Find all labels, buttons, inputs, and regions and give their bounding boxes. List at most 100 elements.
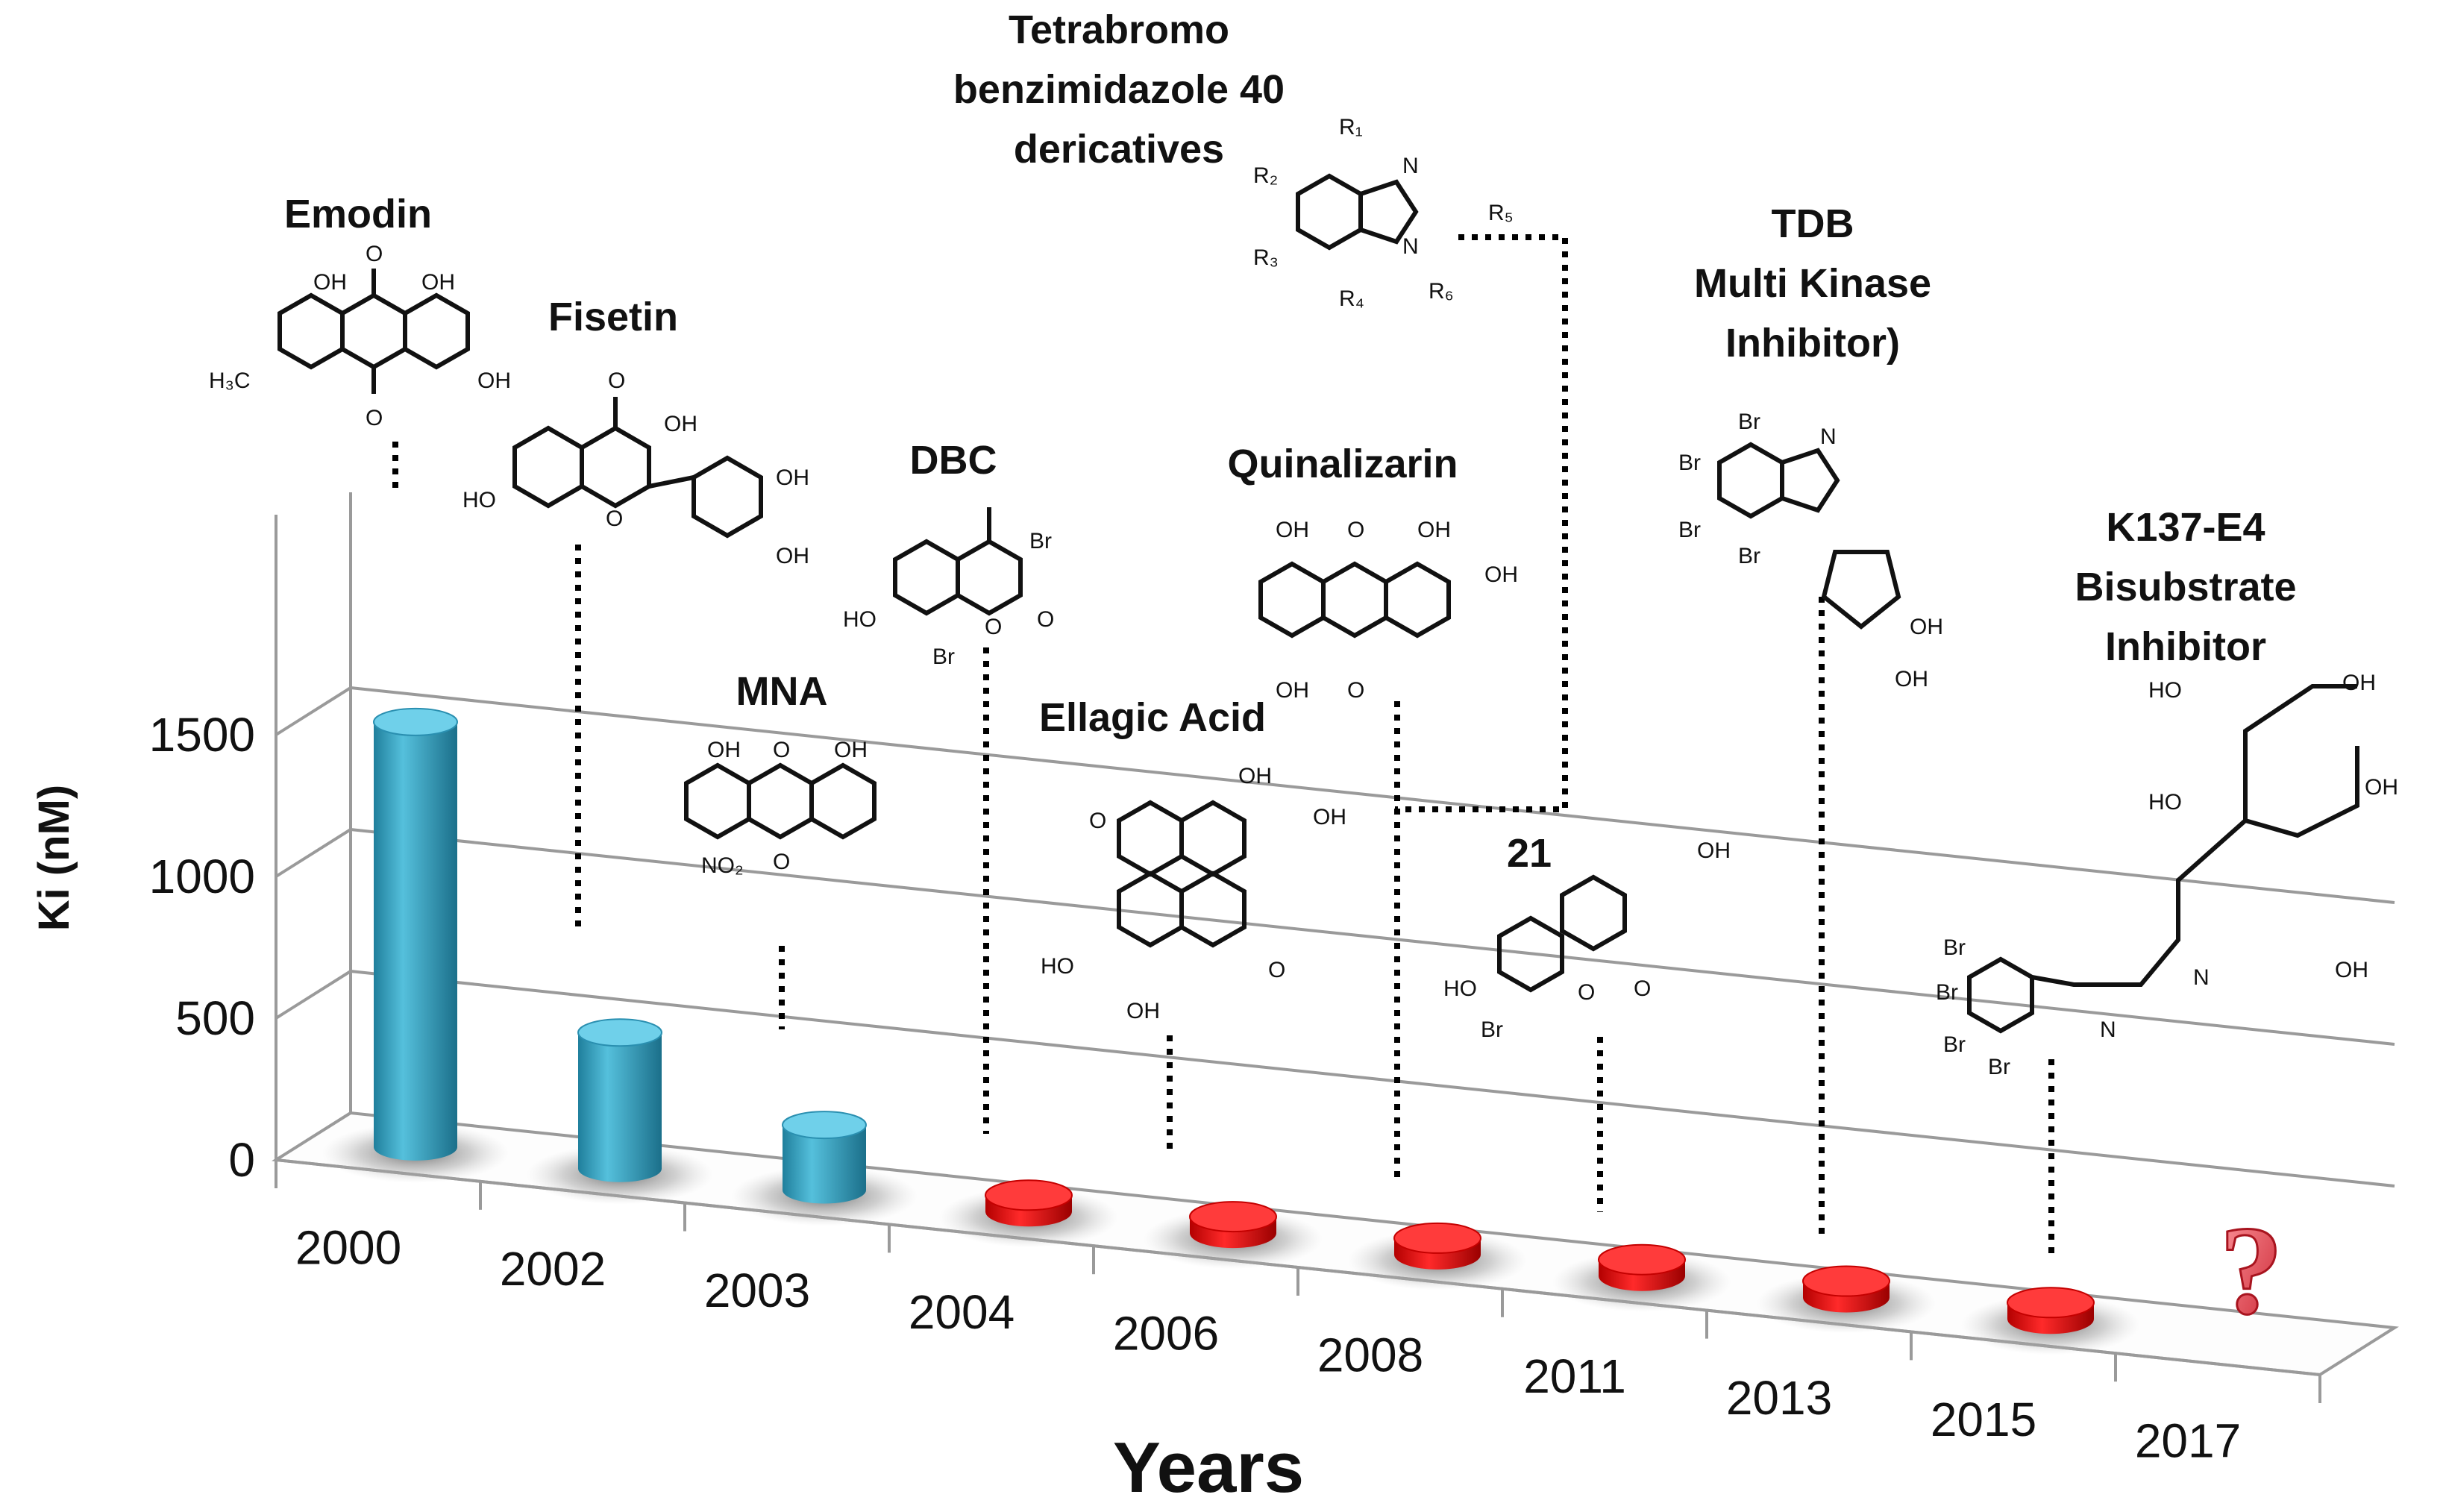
svg-text:OH: OH xyxy=(1313,805,1346,829)
svg-text:OH: OH xyxy=(1697,838,1731,863)
svg-text:Br: Br xyxy=(1738,544,1760,568)
svg-text:OH: OH xyxy=(2365,775,2398,800)
bar-body xyxy=(783,1125,866,1204)
svg-text:Br: Br xyxy=(1678,451,1701,475)
svg-text:Br: Br xyxy=(1678,518,1701,542)
x-tick-labels: 2000 2002 2003 2004 2006 2008 2011 2013 2015 2017 xyxy=(295,1220,2241,1467)
bar-2006 xyxy=(1189,1201,1277,1249)
svg-text:R₅: R₅ xyxy=(1488,201,1514,225)
gridline-depth xyxy=(275,970,352,1020)
svg-text:OH: OH xyxy=(1417,518,1451,542)
svg-text:Br: Br xyxy=(1988,1055,2010,1079)
y-tick-label: 0 xyxy=(228,1133,255,1187)
bar-2015 xyxy=(2007,1287,2095,1334)
svg-text:HO: HO xyxy=(2148,790,2182,815)
bar-top xyxy=(1802,1265,1890,1297)
bar-2011 xyxy=(1598,1243,1686,1291)
svg-text:O: O xyxy=(366,406,383,430)
compound-label-mna: MNA xyxy=(736,669,828,714)
svg-text:O: O xyxy=(366,242,383,266)
x-tick-label: 2004 xyxy=(909,1285,1015,1339)
structure-21: OH HO Br O O xyxy=(1443,838,1731,1042)
x-tick-label: 2006 xyxy=(1113,1307,1219,1361)
svg-text:Br: Br xyxy=(932,644,955,669)
svg-text:OH: OH xyxy=(834,738,868,762)
svg-text:OH: OH xyxy=(477,368,511,393)
svg-text:OH: OH xyxy=(1276,518,1309,542)
y-tick-label: 1000 xyxy=(149,850,255,903)
compound-label-k137: K137-E4 Bisubstrate Inhibitor xyxy=(2075,505,2296,669)
svg-text:O: O xyxy=(773,738,790,762)
svg-text:OH: OH xyxy=(1484,562,1518,587)
compound-label-emodin: Emodin xyxy=(284,192,432,236)
structure-emodin: OH O OH OH O H₃C xyxy=(209,242,511,430)
bar-2008 xyxy=(1393,1222,1481,1270)
bar-2003 xyxy=(782,1111,867,1204)
structure-dbc: Br HO O O Br xyxy=(843,507,1054,669)
structure-ellagic: OH OH HO OH O O xyxy=(1041,764,1346,1023)
y-tick-label: 1500 xyxy=(149,708,255,762)
svg-text:OH: OH xyxy=(421,270,455,295)
svg-text:HO: HO xyxy=(462,488,496,512)
y-tick-label: 500 xyxy=(175,991,255,1045)
svg-text:OH: OH xyxy=(1895,667,1928,691)
svg-text:O: O xyxy=(608,368,625,393)
compound-label-ellagic: Ellagic Acid xyxy=(1039,695,1266,740)
svg-text:N: N xyxy=(2100,1017,2116,1042)
svg-text:N: N xyxy=(2193,965,2210,990)
bar-2000 xyxy=(373,707,458,1161)
svg-text:HO: HO xyxy=(1443,976,1477,1001)
structure-tdb: Br Br Br Br N OH OH xyxy=(1678,410,1943,691)
svg-text:HO: HO xyxy=(2148,678,2182,703)
structure-tetrabromo: R₁ R₂ R₃ R₄ R₅ R₆ N N xyxy=(1253,115,1514,311)
unknown-marker: ? xyxy=(2220,1200,2283,1340)
svg-text:O: O xyxy=(606,506,623,531)
x-tick-label: 2000 xyxy=(295,1220,401,1274)
svg-text:R₃: R₃ xyxy=(1253,245,1279,270)
gridline xyxy=(350,686,2395,904)
structure-fisetin: O OH HO O OH OH xyxy=(462,368,809,568)
svg-text:O: O xyxy=(1578,980,1595,1005)
x-tick-label: 2002 xyxy=(500,1242,606,1296)
y-axis-title: Ki (nM) xyxy=(30,785,78,932)
svg-text:O: O xyxy=(1089,809,1106,833)
svg-text:H₃C: H₃C xyxy=(209,368,251,393)
svg-text:O: O xyxy=(1268,958,1285,982)
svg-text:Br: Br xyxy=(1481,1017,1503,1042)
gridline-depth xyxy=(275,828,352,878)
bar-body xyxy=(578,1032,662,1182)
compound-label-tetrabromo: Tetrabromo benzimidazole 40 dericatives xyxy=(953,7,1285,172)
svg-text:R₁: R₁ xyxy=(1339,115,1363,139)
svg-text:N: N xyxy=(1402,154,1419,178)
svg-text:HO: HO xyxy=(1041,954,1074,979)
svg-text:HO: HO xyxy=(843,607,877,632)
compound-label-quinalizarin: Quinalizarin xyxy=(1227,442,1458,486)
svg-text:Br: Br xyxy=(1943,1032,1966,1057)
svg-text:O: O xyxy=(773,850,790,874)
y-ticks: 0 500 1000 1500 xyxy=(149,708,255,1187)
compound-label-tdb: TDB Multi Kinase Inhibitor) xyxy=(1694,201,1931,366)
compound-label-fisetin: Fisetin xyxy=(548,295,678,339)
gridline xyxy=(350,828,2395,1046)
bar-2002 xyxy=(577,1018,662,1182)
bar-top xyxy=(373,707,458,736)
dotted-connectors xyxy=(392,234,2054,1253)
svg-text:OH: OH xyxy=(1126,999,1160,1023)
bars xyxy=(373,707,2095,1334)
connector-tetrabromo xyxy=(1395,234,1568,812)
svg-text:OH: OH xyxy=(776,465,809,490)
x-tick-label: 2015 xyxy=(1931,1393,2036,1446)
svg-text:R₄: R₄ xyxy=(1339,286,1364,311)
svg-text:O: O xyxy=(1634,976,1651,1001)
structure-k137: Br Br Br Br N N HO HO OH OH OH xyxy=(1936,671,2398,1079)
bar-top xyxy=(1189,1201,1277,1233)
svg-text:OH: OH xyxy=(1910,615,1943,639)
gridlines xyxy=(275,686,2395,1188)
structure-quinalizarin: OH O OH OH OH O xyxy=(1258,518,1518,703)
x-tick-label: 2008 xyxy=(1317,1328,1423,1381)
bar-top xyxy=(1393,1222,1481,1254)
x-axis-title: Years xyxy=(1113,1428,1304,1508)
structure-mna: OH O OH O NO₂ xyxy=(684,738,877,878)
svg-text:O: O xyxy=(985,615,1002,639)
